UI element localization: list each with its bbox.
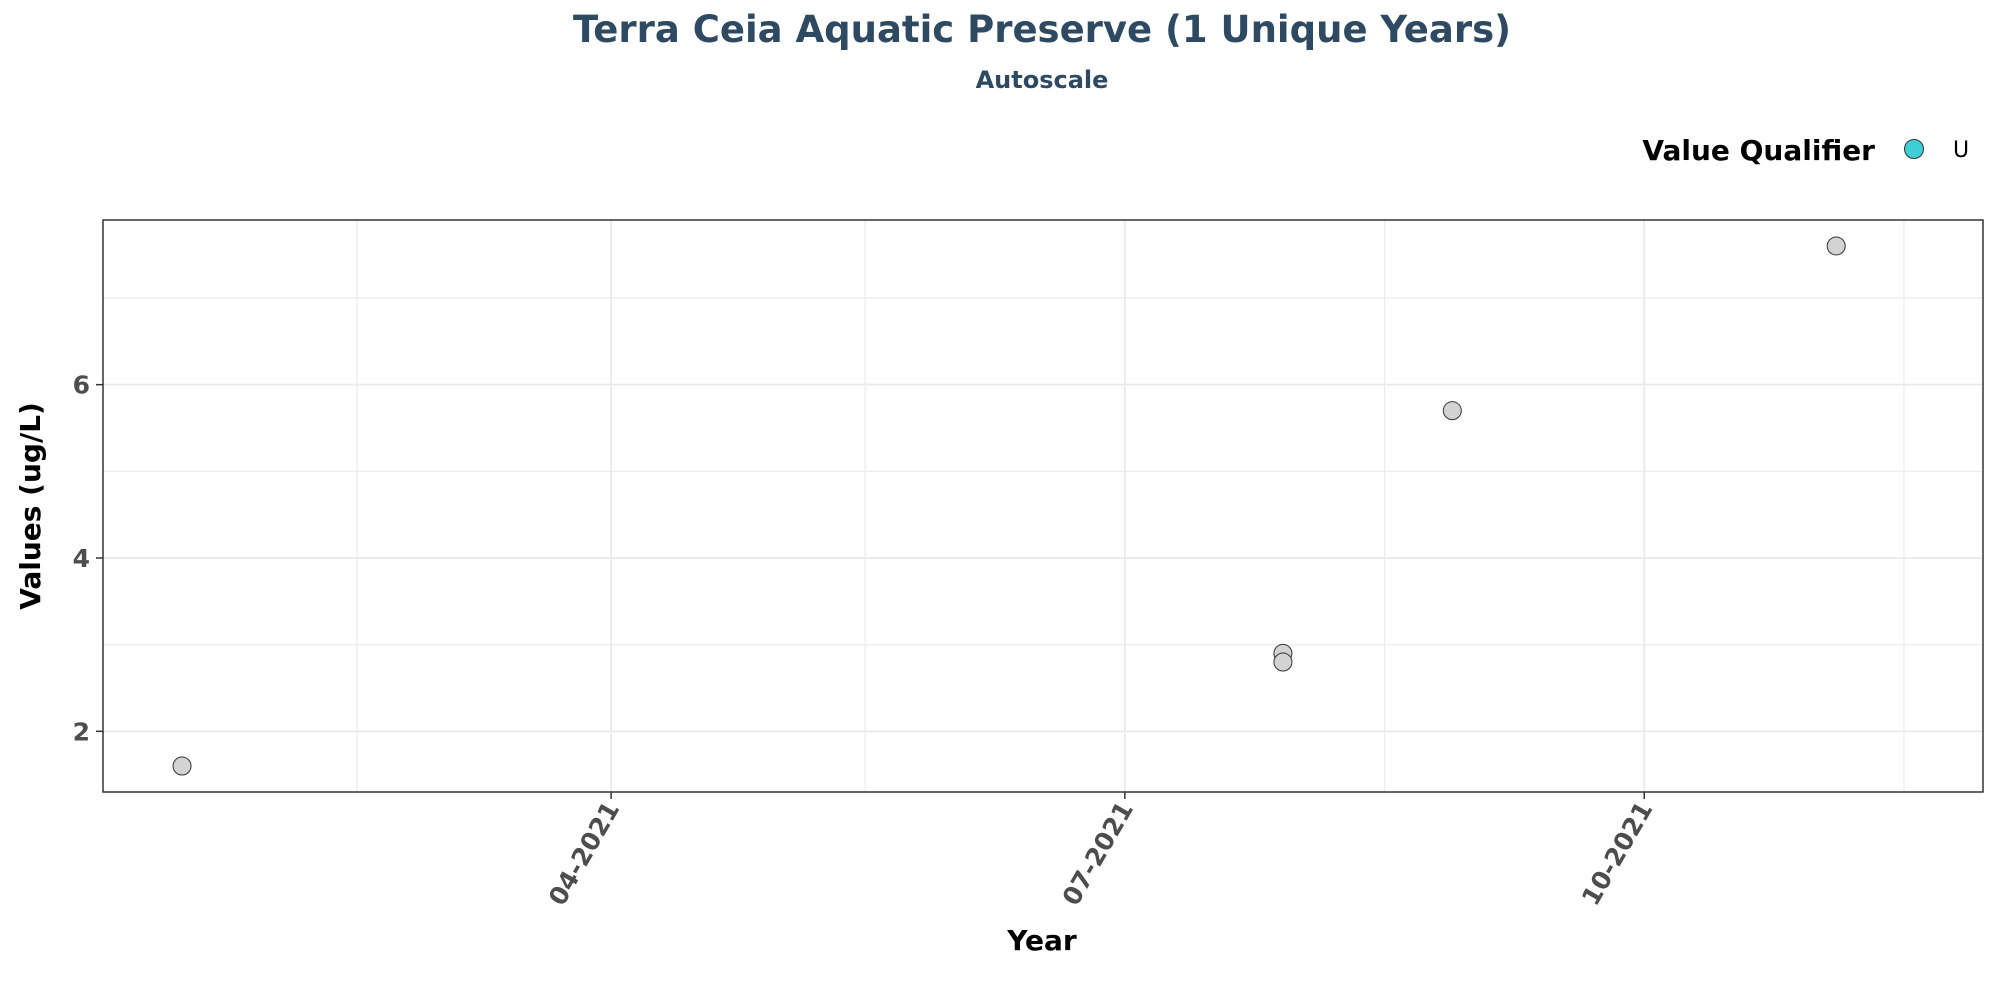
chart-subtitle: Autoscale: [976, 66, 1109, 94]
y-axis: 2 4 6: [73, 371, 103, 746]
legend-title: Value Qualifier: [1642, 134, 1875, 167]
x-tick-label: 04-2021: [543, 797, 625, 911]
y-tick-label: 6: [73, 371, 90, 400]
y-axis-title: Values (ug/L): [14, 402, 47, 610]
legend-key: [1904, 139, 1924, 159]
chart-title: Terra Ceia Aquatic Preserve (1 Unique Ye…: [573, 8, 1511, 51]
x-axis-title: Year: [1006, 924, 1077, 957]
grid: [103, 220, 1983, 792]
x-tick-label: 10-2021: [1576, 797, 1658, 911]
data-point: [172, 756, 192, 776]
legend: Value Qualifier U: [1642, 134, 1969, 167]
x-tick-label: 07-2021: [1057, 797, 1139, 911]
plot-border: [102, 219, 1984, 793]
y-tick-label: 4: [73, 544, 90, 573]
y-tick-label: 2: [73, 717, 90, 746]
data-point: [1442, 401, 1462, 421]
x-axis: 04-2021 07-2021 10-2021: [543, 792, 1658, 911]
data-point: [1273, 652, 1293, 672]
data-points: [172, 236, 1846, 776]
data-point: [1826, 236, 1846, 256]
legend-label: U: [1953, 138, 1969, 163]
